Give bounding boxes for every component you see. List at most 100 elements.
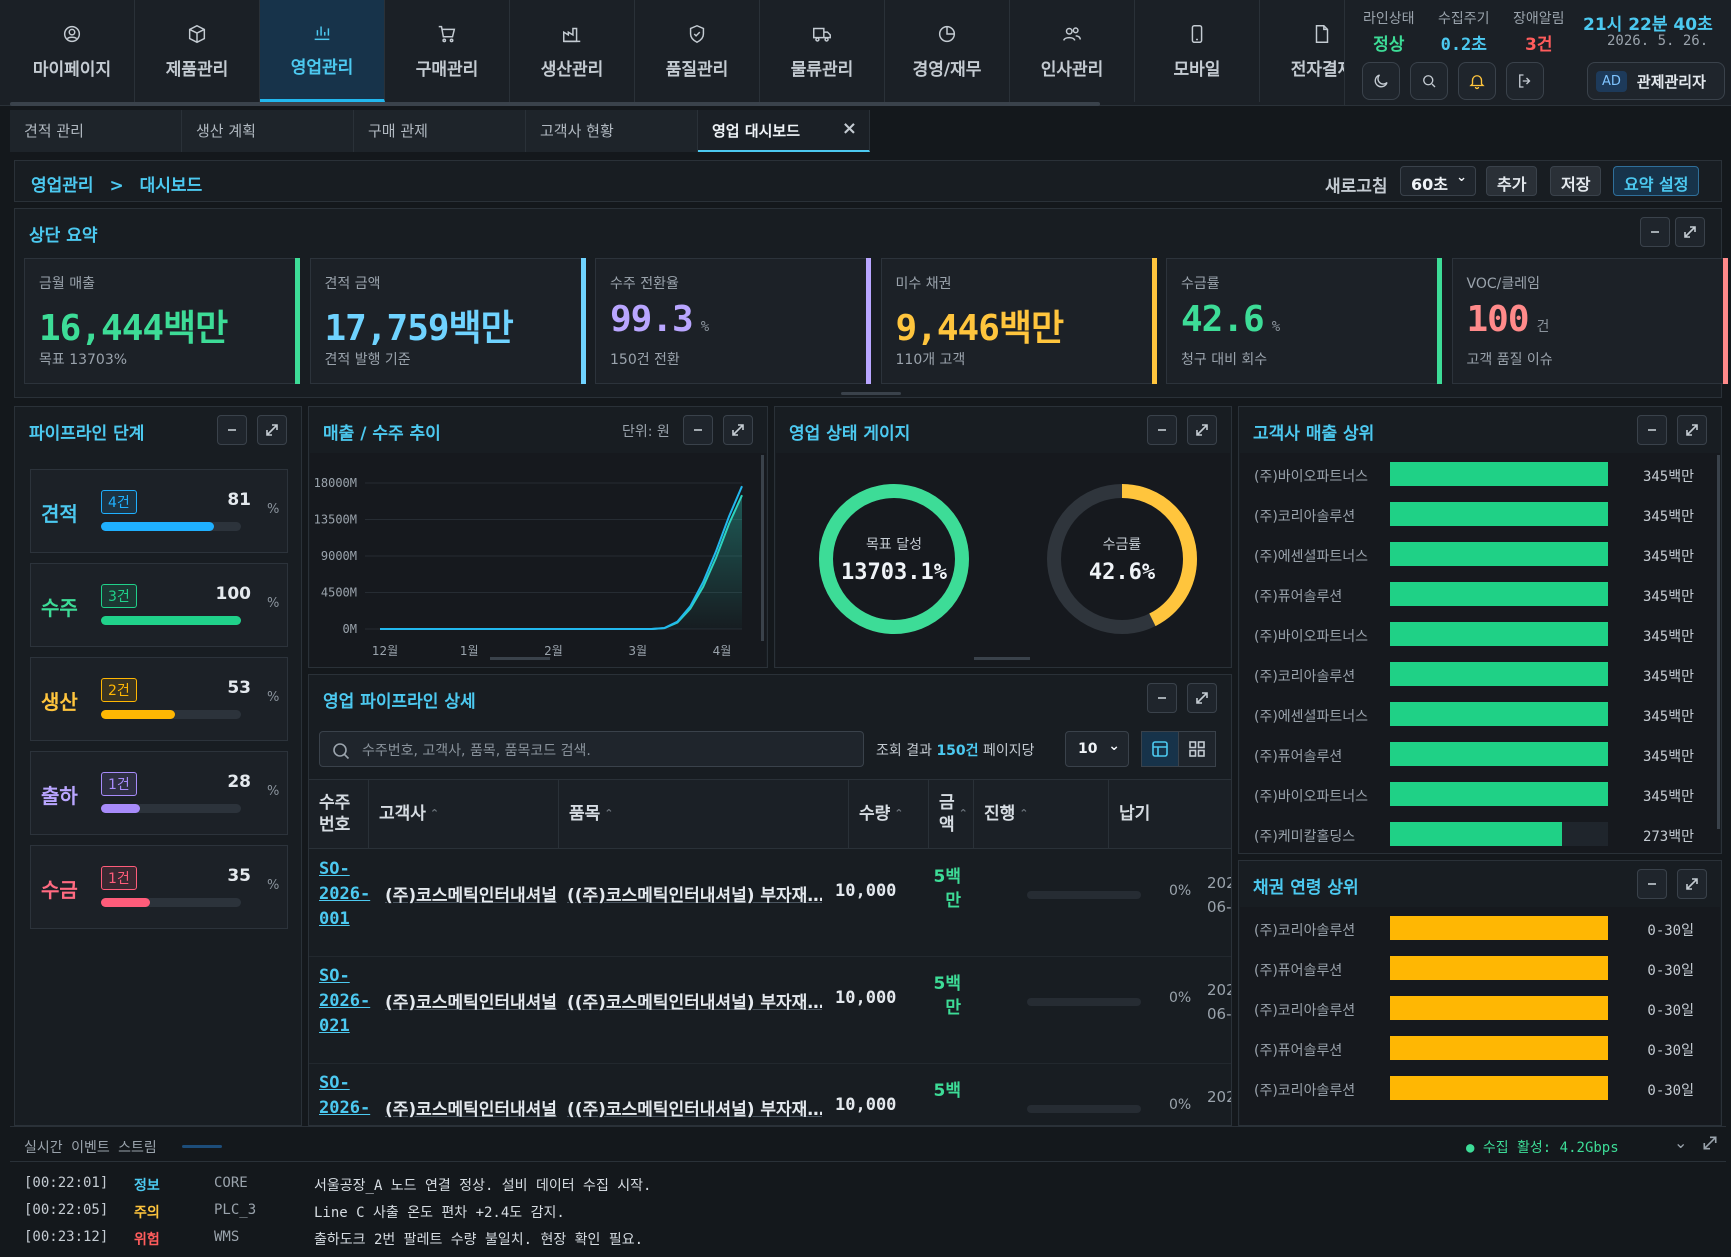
expand-stream-button[interactable] — [1702, 1135, 1720, 1153]
kpi-card[interactable]: 수주 전환율 99.3% 150건 전환 — [595, 258, 871, 384]
expand-button[interactable] — [1675, 217, 1705, 247]
alarm-status[interactable]: 장애알림 3건 — [1513, 8, 1565, 55]
kpi-card[interactable]: 미수 채권 9,446백만 110개 고객 — [880, 258, 1157, 384]
table-view-button[interactable] — [1141, 731, 1179, 767]
so-number-link[interactable]: SO- 2026- 021 — [319, 966, 371, 1036]
nav-item-10[interactable]: 전자결재 — [1260, 0, 1344, 102]
bar-row[interactable]: (주)에센셜파트너스 345백만 — [1254, 697, 1714, 733]
bar-row[interactable]: (주)퓨어솔루션 0-30일 — [1254, 951, 1714, 987]
item-link[interactable]: ((주)코스메틱인터내셔널) 부자재… — [567, 886, 822, 906]
close-icon[interactable]: × — [841, 118, 857, 139]
column-header[interactable]: 고객사 ⌃ — [369, 779, 559, 849]
pipeline-stage[interactable]: 출하 1건 28% — [30, 751, 288, 835]
bar-row[interactable]: (주)코리아솔루션 345백만 — [1254, 497, 1714, 533]
logout-button[interactable] — [1506, 62, 1544, 100]
kpi-card[interactable]: VOC/클레임 100 건 고객 품질 이슈 — [1451, 258, 1728, 384]
pipeline-stage[interactable]: 수금 1건 35% — [30, 845, 288, 929]
minimize-button[interactable] — [1637, 869, 1667, 899]
breadcrumb-parent[interactable]: 영업관리 — [31, 176, 94, 196]
bar-row[interactable]: (주)코리아솔루션 0-30일 — [1254, 991, 1714, 1027]
bar-row[interactable]: (주)코리아솔루션 0-30일 — [1254, 1071, 1714, 1107]
minimize-button[interactable] — [1147, 683, 1177, 713]
page-size-select[interactable]: 10 ⌄ — [1065, 731, 1129, 767]
nav-item-0[interactable]: 마이페이지 — [10, 0, 135, 102]
tab-3[interactable]: 고객사 현황 — [526, 110, 698, 152]
nav-item-1[interactable]: 제품관리 — [135, 0, 260, 102]
expand-button[interactable] — [1677, 869, 1707, 899]
nav-scrollbar[interactable] — [10, 102, 1100, 106]
so-number-link[interactable]: SO- 2026- 001 — [319, 859, 371, 929]
search-button[interactable] — [1410, 62, 1448, 100]
so-number-link[interactable]: SO- 2026- — [319, 1073, 371, 1118]
theme-toggle-button[interactable] — [1362, 62, 1400, 100]
pipeline-stage[interactable]: 생산 2건 53% — [30, 657, 288, 741]
expand-button[interactable] — [257, 415, 287, 445]
bar-fill — [1390, 782, 1608, 806]
shield-check-icon — [689, 24, 705, 43]
expand-button[interactable] — [1677, 415, 1707, 445]
kpi-card[interactable]: 수금률 42.6% 청구 대비 회수 — [1166, 258, 1442, 384]
bar-row[interactable]: (주)코리아솔루션 0-30일 — [1254, 911, 1714, 947]
tab-0[interactable]: 견적 관리 — [10, 110, 182, 152]
list-scrollbar[interactable] — [1717, 455, 1720, 829]
pipeline-stage[interactable]: 견적 4건 81% — [30, 469, 288, 553]
table-row[interactable] — [309, 960, 1231, 1064]
column-header[interactable]: 납기 — [1109, 779, 1231, 849]
user-menu-button[interactable]: AD 관제관리자 — [1587, 62, 1725, 100]
expand-button[interactable] — [1187, 683, 1217, 713]
nav-item-3[interactable]: 구매관리 — [385, 0, 510, 102]
bar-row[interactable]: (주)케미칼홀딩스 273백만 — [1254, 817, 1714, 853]
tab-2[interactable]: 구매 관제 — [354, 110, 526, 152]
column-header[interactable]: 금 액 ⌃ — [929, 779, 974, 849]
column-header[interactable]: 수량 ⌃ — [849, 779, 929, 849]
nav-item-5[interactable]: 품질관리 — [635, 0, 760, 102]
nav-item-6[interactable]: 물류관리 — [760, 0, 885, 102]
summary-scrollbar[interactable] — [841, 392, 901, 395]
search-input[interactable]: 수주번호, 고객사, 품목, 품목코드 검색. — [319, 731, 864, 767]
nav-item-8[interactable]: 인사관리 — [1010, 0, 1135, 102]
minimize-button[interactable] — [1147, 415, 1177, 445]
expand-button[interactable] — [1187, 415, 1217, 445]
bar-row[interactable]: (주)퓨어솔루션 0-30일 — [1254, 1031, 1714, 1067]
item-link[interactable]: ((주)코스메틱인터내셔널) 부자재… — [567, 1100, 822, 1120]
column-header[interactable]: 진행 ⌃ — [974, 779, 1109, 849]
minimize-button[interactable] — [217, 415, 247, 445]
expand-button[interactable] — [723, 415, 753, 445]
chart-h-scrollbar[interactable] — [490, 657, 550, 660]
gauge-scrollbar[interactable] — [974, 657, 1030, 660]
tab-4[interactable]: 영업 대시보드 × — [698, 110, 870, 152]
nav-item-2[interactable]: 영업관리 — [260, 0, 385, 102]
bar-row[interactable]: (주)퓨어솔루션 345백만 — [1254, 737, 1714, 773]
table-row[interactable] — [309, 853, 1231, 957]
nav-item-4[interactable]: 생산관리 — [510, 0, 635, 102]
bar-row[interactable]: (주)바이오파트너스 345백만 — [1254, 617, 1714, 653]
minimize-button[interactable] — [1637, 415, 1667, 445]
bar-row[interactable]: (주)바이오파트너스 345백만 — [1254, 457, 1714, 493]
bar-row[interactable]: (주)바이오파트너스 345백만 — [1254, 777, 1714, 813]
collapse-stream-button[interactable]: ⌄ — [1674, 1133, 1687, 1152]
customer-link[interactable]: (주)코스메틱인터내셔널 — [385, 886, 557, 906]
bar-row[interactable]: (주)에센셜파트너스 345백만 — [1254, 537, 1714, 573]
tab-1[interactable]: 생산 계획 — [182, 110, 354, 152]
grid-view-button[interactable] — [1178, 731, 1216, 767]
chart-scrollbar[interactable] — [761, 455, 764, 641]
nav-item-7[interactable]: 경영/재무 — [885, 0, 1010, 102]
kpi-card[interactable]: 견적 금액 17,759백만 견적 발행 기준 — [309, 258, 586, 384]
pipeline-stage[interactable]: 수주 3건 100% — [30, 563, 288, 647]
add-button[interactable]: 추가 — [1486, 166, 1538, 196]
bar-row[interactable]: (주)퓨어솔루션 345백만 — [1254, 577, 1714, 613]
notification-button[interactable] — [1458, 62, 1496, 100]
minimize-button[interactable] — [1640, 217, 1670, 247]
item-link[interactable]: ((주)코스메틱인터내셔널) 부자재… — [567, 993, 822, 1013]
column-header[interactable]: 품목 ⌃ — [559, 779, 849, 849]
minimize-button[interactable] — [683, 415, 713, 445]
column-header[interactable]: 수주 번호 — [309, 779, 369, 849]
summary-settings-button[interactable]: 요약 설정 — [1613, 166, 1700, 196]
customer-link[interactable]: (주)코스메틱인터내셔널 — [385, 993, 557, 1013]
save-button[interactable]: 저장 — [1550, 166, 1602, 196]
customer-link[interactable]: (주)코스메틱인터내셔널 — [385, 1100, 557, 1120]
kpi-card[interactable]: 금월 매출 16,444백만 목표 13703% — [24, 258, 300, 384]
refresh-interval-select[interactable]: 60초 ⌄ — [1400, 166, 1476, 196]
nav-item-9[interactable]: 모바일 — [1135, 0, 1260, 102]
bar-row[interactable]: (주)코리아솔루션 345백만 — [1254, 657, 1714, 693]
